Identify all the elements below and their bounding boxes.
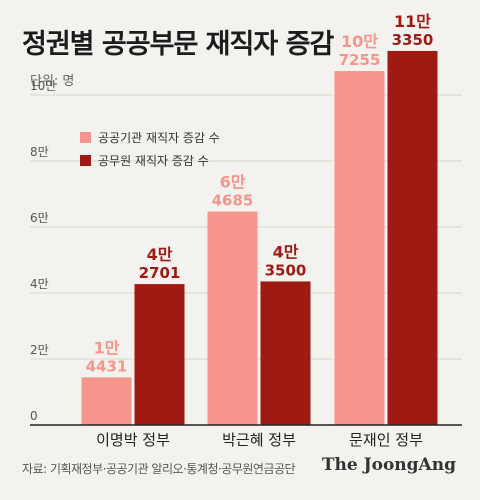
brand-logo: The JoongAng — [321, 455, 456, 475]
bar — [81, 377, 132, 425]
legend-label: 공공기관 재직자 증감 수 — [98, 131, 220, 145]
data-label-minor: 3350 — [392, 31, 434, 49]
unit-label: 단위: 명 — [30, 74, 75, 89]
data-label-major: 10만 — [341, 32, 378, 51]
data-label-major: 6만 — [220, 173, 246, 192]
y-tick-label: 4만 — [30, 277, 49, 291]
x-category-label: 문재인 정부 — [349, 431, 423, 449]
source-note: 자료: 기획재정부·공공기관 알리오·통계청·공무원연금공단 — [22, 462, 296, 476]
bar — [207, 211, 258, 425]
chart-title: 정권별 공공부문 재직자 증감 — [22, 29, 334, 60]
bar — [387, 50, 438, 425]
y-tick-label: 10만 — [30, 79, 56, 93]
data-label-minor: 4431 — [86, 357, 128, 375]
y-tick-label: 6만 — [30, 211, 49, 225]
data-label-minor: 3500 — [265, 261, 307, 279]
y-tick-label: 8만 — [30, 145, 49, 159]
legend-swatch — [80, 132, 91, 143]
data-label-minor: 7255 — [339, 51, 381, 69]
y-tick-label: 0 — [30, 409, 38, 423]
bar — [134, 284, 185, 425]
data-label-major: 11만 — [394, 12, 431, 31]
x-category-label: 이명박 정부 — [96, 431, 170, 449]
legend-swatch — [80, 155, 91, 166]
data-label-major: 1만 — [94, 338, 120, 357]
data-label-major: 4만 — [273, 242, 299, 261]
data-label-minor: 2701 — [139, 264, 181, 282]
bar — [334, 71, 385, 425]
x-category-label: 박근혜 정부 — [222, 431, 296, 449]
data-label-minor: 4685 — [212, 192, 254, 210]
bar — [260, 281, 311, 425]
legend-label: 공무원 재직자 증감 수 — [98, 154, 209, 168]
y-tick-label: 2만 — [30, 343, 49, 357]
data-label-major: 4만 — [147, 245, 173, 264]
